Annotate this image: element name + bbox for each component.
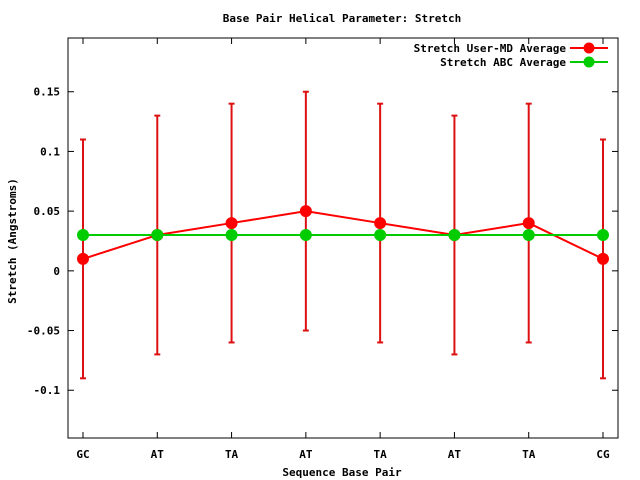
y-tick-label: 0.1 <box>40 145 60 158</box>
y-axis-label: Stretch (Angstroms) <box>6 178 19 304</box>
y-tick-label: 0.05 <box>34 205 61 218</box>
data-point-series-2 <box>225 229 238 242</box>
data-point-series-2 <box>597 229 609 242</box>
series-line-1 <box>82 210 604 260</box>
x-tick-label: TA <box>522 448 536 461</box>
data-point-series-2 <box>77 229 89 242</box>
x-tick-label: GC <box>76 448 89 461</box>
plot-frame <box>67 37 619 439</box>
x-tick-label: AT <box>448 448 462 461</box>
legend-label: Stretch ABC Average <box>440 56 566 69</box>
data-point-series-1 <box>597 252 609 265</box>
data-point-series-2 <box>374 229 387 242</box>
y-tick-label: 0.15 <box>34 86 61 99</box>
data-point-series-1 <box>522 217 535 230</box>
x-tick-label: TA <box>374 448 388 461</box>
data-point-series-1 <box>299 205 312 218</box>
x-tick-label: TA <box>225 448 239 461</box>
legend-label: Stretch User-MD Average <box>414 42 567 55</box>
data-point-series-1 <box>374 217 387 230</box>
data-point-series-1 <box>225 217 238 230</box>
y-tick-label: 0 <box>53 265 60 278</box>
x-tick-label: CG <box>596 448 610 461</box>
data-point-series-2 <box>522 229 535 242</box>
x-tick-label: AT <box>151 448 165 461</box>
legend-marker <box>583 42 595 54</box>
data-point-series-2 <box>448 229 461 242</box>
y-tick-label: -0.1 <box>34 384 61 397</box>
y-tick-label: -0.05 <box>27 325 60 338</box>
data-point-series-1 <box>77 252 89 265</box>
x-axis-label: Sequence Base Pair <box>282 466 402 479</box>
chart-title: Base Pair Helical Parameter: Stretch <box>223 12 461 25</box>
data-point-series-2 <box>299 229 312 242</box>
x-tick-label: AT <box>299 448 313 461</box>
legend-marker <box>583 56 595 68</box>
data-point-series-2 <box>151 229 164 242</box>
